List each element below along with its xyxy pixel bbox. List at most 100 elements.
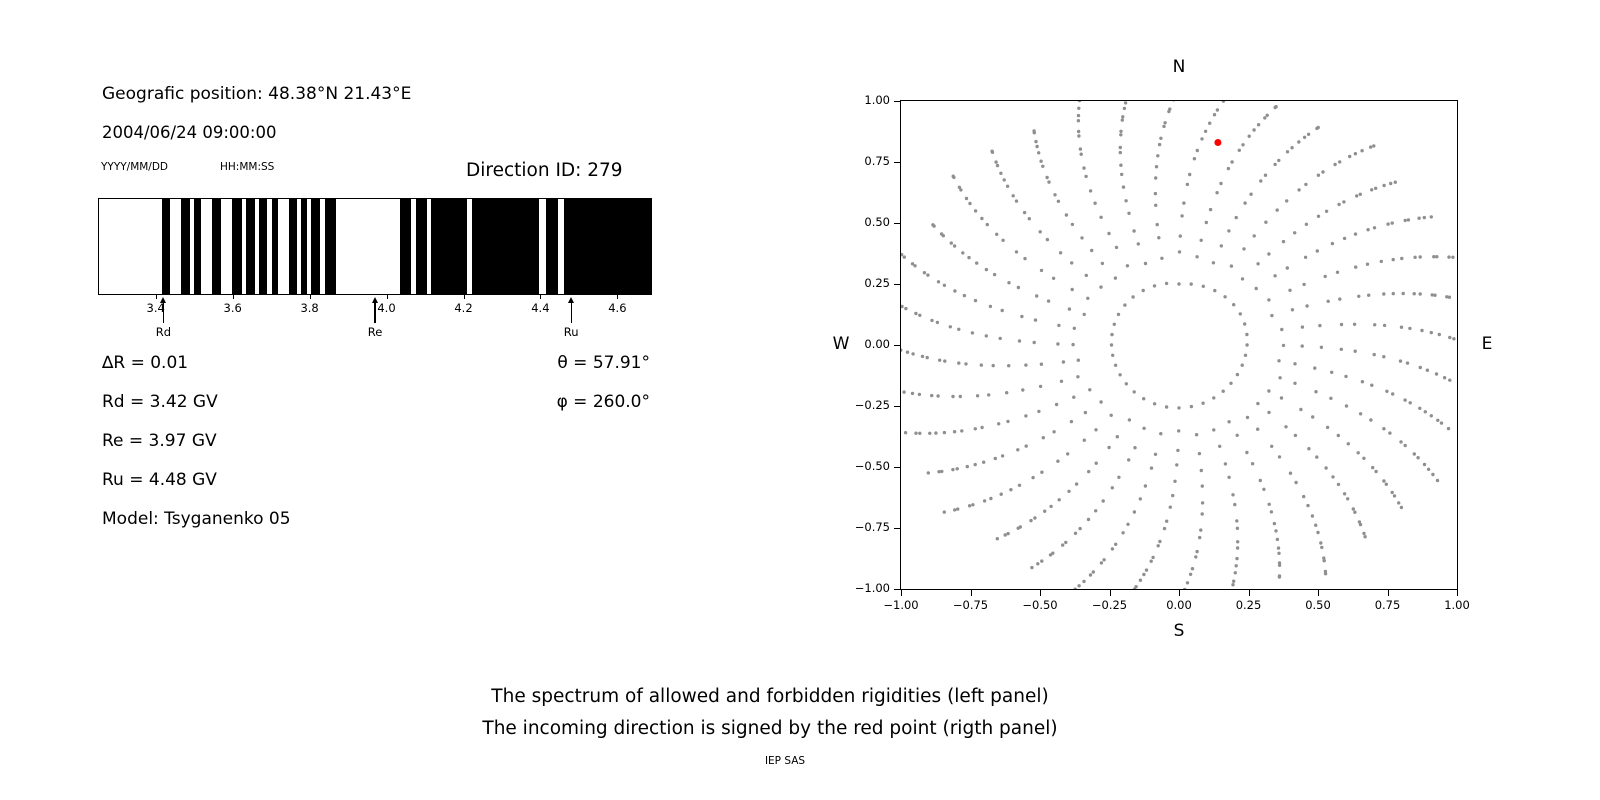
y-tick-label: 0.75 xyxy=(864,154,890,168)
caption-line-2: The incoming direction is signed by the … xyxy=(482,718,1058,739)
arrow-up-icon xyxy=(567,297,574,303)
x-tick-label: −0.25 xyxy=(1091,598,1128,612)
y-tick-label: 0.50 xyxy=(864,215,890,229)
x-tick-label: 0.50 xyxy=(1305,598,1331,612)
x-tick-mark xyxy=(155,295,157,299)
x-tick-mark xyxy=(901,590,902,596)
y-tick-label: 1.00 xyxy=(864,93,890,107)
y-tick-mark xyxy=(894,345,900,346)
time-format-label: HH:MM:SS xyxy=(220,161,275,173)
x-tick-mark xyxy=(1457,590,1458,596)
forbidden-band xyxy=(325,199,336,294)
arrow-line xyxy=(570,302,572,323)
compass-south-label: S xyxy=(1173,621,1185,641)
rigidity-barcode-plot xyxy=(98,198,652,295)
x-tick-label: −0.75 xyxy=(952,598,989,612)
ru-text: Ru = 4.48 GV xyxy=(102,470,217,490)
y-tick-mark xyxy=(894,589,900,590)
date-format-label: YYYY/MM/DD xyxy=(101,161,169,173)
y-tick-mark xyxy=(894,284,900,285)
forbidden-band xyxy=(162,199,170,294)
marker-label: Re xyxy=(367,325,383,339)
x-tick-label: −0.50 xyxy=(1022,598,1058,612)
rigidity-x-axis: 3.4 3.6 3.8 4.0 4.2 4.4 4.6 Rd Re Ru xyxy=(98,295,652,355)
arrow-line xyxy=(162,302,164,323)
y-tick-mark xyxy=(894,467,900,468)
forbidden-band xyxy=(563,199,651,294)
y-tick-label: −0.25 xyxy=(854,398,890,412)
x-tick-label: −1.00 xyxy=(883,598,919,612)
x-tick-label: 4.4 xyxy=(531,301,550,315)
x-tick-label: 3.6 xyxy=(223,301,242,315)
forbidden-band xyxy=(193,199,202,294)
x-tick-label: 0.00 xyxy=(1166,598,1192,612)
model-text: Model: Tsyganenko 05 xyxy=(102,509,291,529)
y-tick-mark xyxy=(894,101,900,102)
x-tick-label: 0.25 xyxy=(1235,598,1262,612)
x-tick-label: 4.2 xyxy=(454,301,473,315)
y-tick-label: −0.50 xyxy=(854,459,890,473)
marker-label: Ru xyxy=(563,325,579,339)
x-tick-mark xyxy=(540,295,542,299)
compass-east-label: E xyxy=(1481,334,1493,354)
theta-text: θ = 57.91° xyxy=(557,353,650,373)
forbidden-band xyxy=(288,199,298,294)
y-tick-label: −1.00 xyxy=(854,581,890,595)
credit-text: IEP SAS xyxy=(764,755,806,767)
forbidden-band xyxy=(212,199,221,294)
geo-position-text: Geografic position: 48.38°N 21.43°E xyxy=(102,84,412,104)
forbidden-band xyxy=(258,199,267,294)
y-tick-label: 0.25 xyxy=(864,276,890,290)
forbidden-band xyxy=(416,199,427,294)
arrow-line xyxy=(374,302,376,323)
x-tick-label: 0.75 xyxy=(1374,598,1401,612)
rd-text: Rd = 3.42 GV xyxy=(102,392,218,412)
y-tick-mark xyxy=(894,528,900,529)
x-tick-mark xyxy=(309,295,311,299)
y-tick-label: −0.75 xyxy=(854,520,890,534)
y-tick-label: 0.00 xyxy=(864,337,890,351)
arrow-up-icon xyxy=(371,297,378,303)
caption-line-1: The spectrum of allowed and forbidden ri… xyxy=(491,686,1049,707)
forbidden-band xyxy=(232,199,242,294)
x-tick-mark xyxy=(1318,590,1319,596)
x-tick-mark xyxy=(1040,590,1041,596)
x-tick-mark xyxy=(232,295,234,299)
x-tick-mark xyxy=(1179,590,1180,596)
forbidden-band xyxy=(180,199,190,294)
direction-scatter xyxy=(901,101,1456,589)
x-tick-label: 1.00 xyxy=(1444,598,1470,612)
x-tick-label: 4.6 xyxy=(608,301,627,315)
marker-label: Rd xyxy=(155,325,172,339)
x-tick-label: 3.4 xyxy=(146,301,165,315)
x-tick-mark xyxy=(1109,590,1111,596)
forbidden-band xyxy=(471,199,540,294)
forbidden-band xyxy=(245,199,255,294)
x-tick-mark xyxy=(1387,590,1389,596)
x-tick-label: 3.8 xyxy=(300,301,319,315)
direction-plot-area xyxy=(900,100,1458,590)
forbidden-band xyxy=(310,199,321,294)
forbidden-band xyxy=(301,199,308,294)
direction-grid-dots xyxy=(901,101,1456,589)
x-tick-mark xyxy=(463,295,465,299)
phi-text: φ = 260.0° xyxy=(556,392,650,412)
forbidden-band xyxy=(430,199,467,294)
y-tick-mark xyxy=(894,223,900,224)
direction-id-text: Direction ID: 279 xyxy=(466,160,623,181)
y-tick-mark xyxy=(894,162,900,163)
incoming-direction-point xyxy=(1214,139,1222,146)
x-tick-mark xyxy=(1248,590,1250,596)
compass-north-label: N xyxy=(1172,57,1186,77)
forbidden-band xyxy=(271,199,279,294)
datetime-text: 2004/06/24 09:00:00 xyxy=(102,123,277,142)
x-tick-mark xyxy=(617,295,619,299)
forbidden-band xyxy=(545,199,558,294)
re-text: Re = 3.97 GV xyxy=(102,431,217,451)
compass-west-label: W xyxy=(832,334,850,354)
y-tick-mark xyxy=(894,406,900,407)
delta-r-text: ∆R = 0.01 xyxy=(102,353,189,373)
x-tick-label: 4.0 xyxy=(377,301,396,315)
x-tick-mark xyxy=(386,295,388,299)
